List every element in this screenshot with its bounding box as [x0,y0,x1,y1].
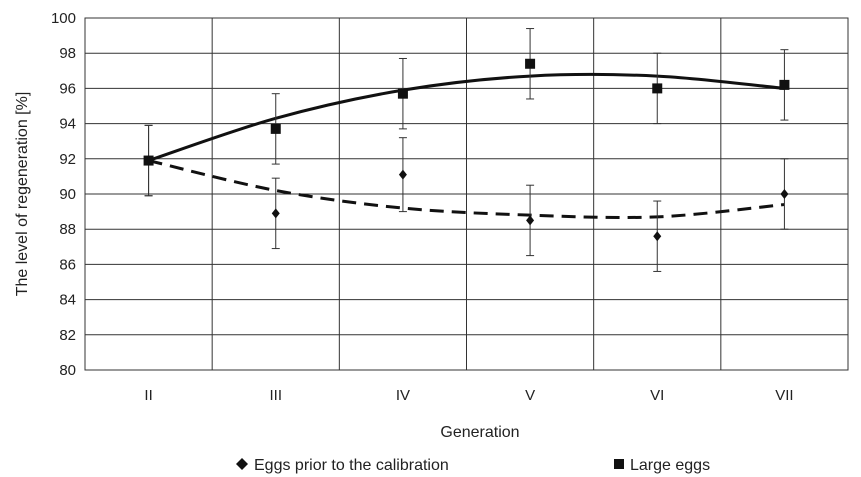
data-point-diamond [271,208,280,219]
legend-label-large-eggs: Large eggs [630,457,710,474]
x-axis-ticks: II III IV V VI VII [144,387,793,404]
y-tick-label: 96 [59,80,76,97]
trend-line-solid [148,72,785,162]
y-tick-label: 100 [51,10,76,27]
x-tick-label: VII [775,387,793,404]
x-tick-label: IV [396,387,410,404]
y-tick-label: 82 [59,327,76,344]
legend-item-large-eggs: Large eggs [614,457,710,474]
y-tick-label: 80 [59,362,76,379]
x-axis-label: Generation [440,424,519,441]
y-tick-label: 94 [59,116,76,133]
data-point-diamond [526,215,535,226]
y-tick-label: 90 [59,186,76,203]
diamond-marker-icon [236,458,248,470]
data-points [143,58,790,242]
data-point-square [270,123,281,134]
data-point-square [143,155,154,166]
legend: Eggs prior to the calibration Large eggs [236,457,710,474]
x-tick-label: V [525,387,535,404]
data-point-square [525,58,536,69]
legend-label-eggs-prior: Eggs prior to the calibration [254,457,449,474]
legend-item-eggs-prior: Eggs prior to the calibration [236,457,449,474]
data-point-diamond [398,169,407,180]
data-point-diamond [780,189,789,199]
y-tick-label: 86 [59,256,76,273]
y-tick-label: 84 [59,292,76,309]
data-point-square [779,79,790,90]
data-point-square [397,88,408,99]
trend-line-dashed [148,159,785,220]
data-point-diamond [653,231,662,242]
y-axis-ticks: 80 82 84 86 88 90 92 94 96 98 100 [51,10,76,379]
x-tick-label: III [269,387,282,404]
data-point-square [652,83,663,94]
square-marker-icon [614,459,624,469]
x-tick-label: II [144,387,152,404]
x-tick-label: VI [650,387,664,404]
trend-lines [148,72,785,220]
y-tick-label: 98 [59,45,76,62]
y-tick-label: 92 [59,151,76,168]
y-tick-label: 88 [59,221,76,238]
grid [84,17,849,371]
y-axis-label: The level of regeneration [%] [14,92,31,297]
